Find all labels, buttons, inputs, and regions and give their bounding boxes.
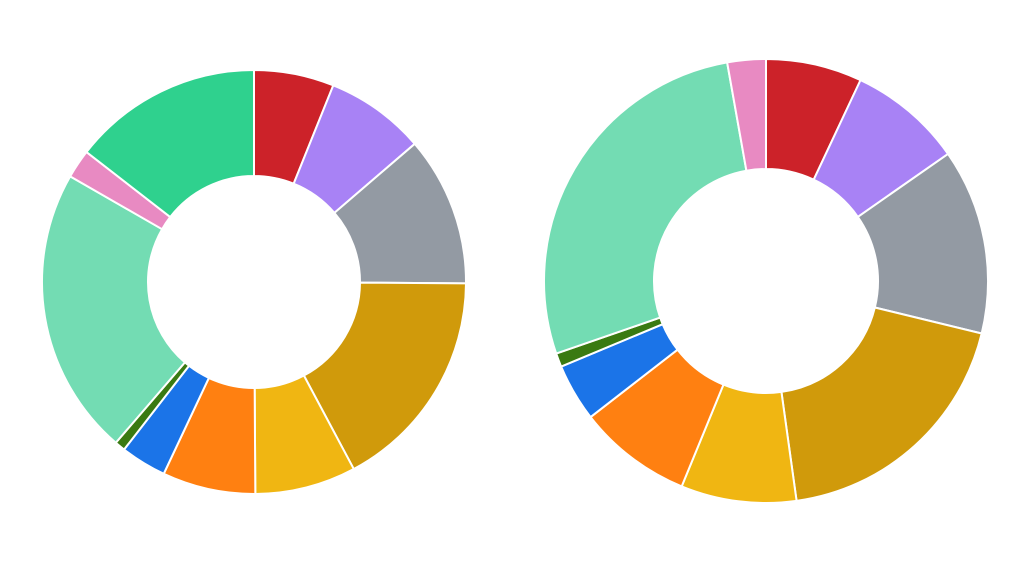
donut-right-slice-3: [856, 152, 989, 335]
donut-right-slice-9: [543, 61, 748, 355]
donut-left-slice-9: [41, 175, 186, 444]
donut-left-slice-11: [85, 69, 255, 219]
donut-right-slice-10: [726, 58, 767, 172]
donut-right-slice-4: [780, 306, 983, 502]
donut-left-slice-4: [302, 281, 467, 471]
